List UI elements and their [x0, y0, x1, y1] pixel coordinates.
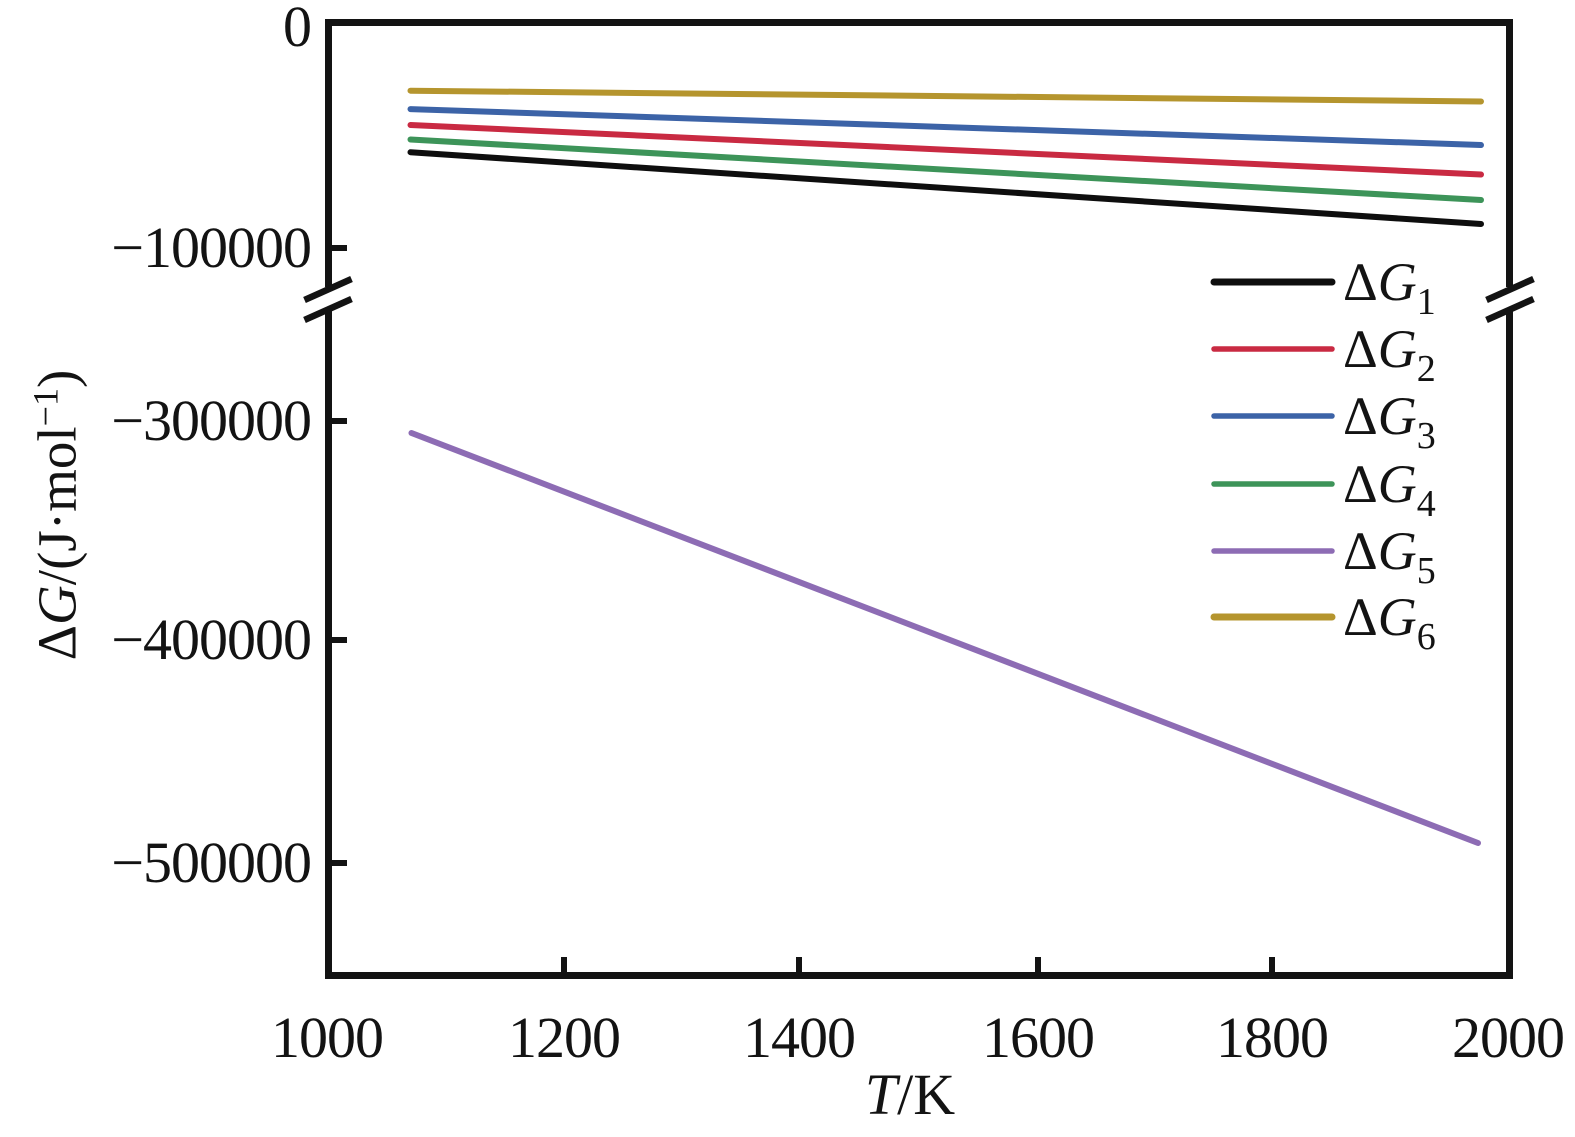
- svg-text:1600: 1600: [982, 1005, 1094, 1070]
- svg-text:1800: 1800: [1216, 1005, 1328, 1070]
- svg-text:T/K: T/K: [865, 1062, 955, 1127]
- svg-text:1200: 1200: [508, 1005, 620, 1070]
- svg-text:1400: 1400: [743, 1005, 855, 1070]
- svg-text:−100000: −100000: [111, 215, 311, 280]
- svg-text:−500000: −500000: [111, 830, 311, 895]
- svg-text:2000: 2000: [1452, 1005, 1564, 1070]
- svg-text:1000: 1000: [271, 1005, 383, 1070]
- svg-text:−300000: −300000: [111, 388, 311, 453]
- svg-text:0: 0: [283, 0, 311, 59]
- svg-text:−400000: −400000: [111, 607, 311, 672]
